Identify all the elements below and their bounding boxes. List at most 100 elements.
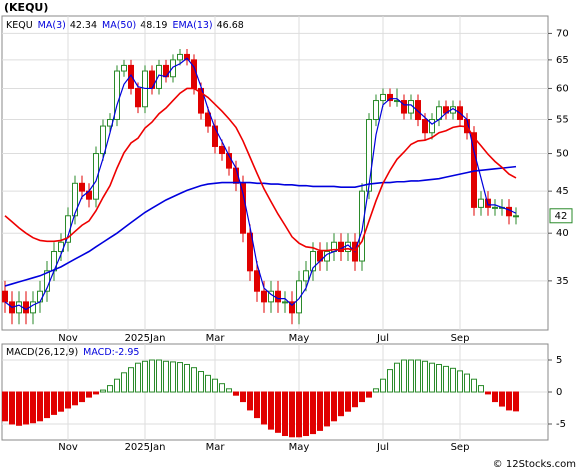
candle-body: [429, 119, 435, 134]
macd-bar: [492, 391, 498, 403]
macd-bar: [212, 378, 218, 393]
y-tick-label: 5: [556, 355, 562, 366]
candle-body: [478, 198, 484, 208]
x-tick-label: 2025Jan: [125, 333, 166, 344]
macd-bar: [170, 361, 176, 393]
candle-body: [114, 70, 120, 121]
macd-bar: [450, 367, 456, 393]
macd-bar: [366, 391, 372, 398]
macd-bar: [2, 391, 8, 422]
macd-bar: [9, 391, 15, 425]
x-tick-label: 2025Jan: [125, 442, 166, 453]
macd-bar: [65, 391, 71, 409]
candle-body: [184, 53, 190, 61]
macd-bar: [261, 391, 267, 425]
legend-value: 46.68: [217, 20, 244, 31]
candle-body: [121, 64, 127, 72]
macd-bar: [86, 391, 92, 398]
candle-body: [23, 301, 29, 314]
macd-bar: [380, 378, 386, 393]
macd-bar: [324, 391, 330, 427]
macd-bar: [485, 391, 491, 395]
macd-bar: [100, 389, 106, 393]
macd-bar: [128, 367, 134, 393]
candle-body: [72, 182, 78, 217]
macd-bar: [163, 360, 169, 393]
macd-bar: [422, 360, 428, 393]
x-tick-label: Jul: [376, 333, 389, 344]
macd-bar: [436, 363, 442, 393]
y-tick-label: 55: [556, 115, 569, 126]
candle-body: [359, 190, 365, 262]
macd-bar: [464, 373, 470, 393]
candle-body: [422, 119, 428, 134]
macd-bar: [499, 391, 505, 407]
y-tick-label: 65: [556, 55, 569, 66]
x-tick-label: Jul: [376, 442, 389, 453]
macd-bar: [254, 391, 260, 419]
candle-body: [492, 206, 498, 209]
macd-bar: [394, 362, 400, 393]
candle-body: [254, 270, 260, 292]
x-tick-label: Mar: [206, 442, 226, 453]
legend-value: 48.19: [140, 20, 167, 31]
candle-body: [296, 280, 302, 314]
symbol: KEQU: [6, 20, 33, 31]
x-tick-label: May: [289, 333, 310, 344]
candle-body: [156, 64, 162, 89]
macd-bar: [149, 359, 155, 393]
legend-name: EMA(13): [172, 20, 212, 31]
last-price: 42: [555, 211, 568, 222]
x-tick-label: Mar: [206, 333, 226, 344]
candle-body: [275, 290, 281, 303]
macd-bar: [408, 359, 414, 393]
y-tick-label: 40: [556, 228, 569, 239]
macd-bar: [16, 391, 22, 426]
macd-bar: [443, 365, 449, 393]
candle-body: [380, 93, 386, 102]
candle-body: [93, 153, 99, 200]
macd-bar: [387, 369, 393, 393]
macd-bar: [135, 362, 141, 393]
macd-bar: [58, 391, 64, 412]
macd-bar: [359, 391, 365, 403]
candle-body: [261, 290, 267, 303]
candle-body: [100, 125, 106, 155]
x-tick-label: Nov: [58, 333, 78, 344]
macd-value: -2.95: [115, 347, 140, 358]
legend: KEQU MA(3) 42.34 MA(50) 48.19 EMA(13) 46.68: [6, 20, 244, 31]
legend-name: MA(50): [102, 20, 136, 31]
x-tick-label: May: [289, 442, 310, 453]
macd-bar: [93, 391, 99, 395]
candle-body: [79, 182, 85, 192]
macd-bar: [37, 391, 43, 422]
candle-body: [135, 87, 141, 108]
macd-bar: [289, 391, 295, 438]
indicator-line: [4, 57, 517, 311]
candle-body: [401, 100, 407, 114]
macd-label: MACD:: [83, 347, 115, 358]
macd-bar: [373, 388, 379, 393]
y-tick-label: 70: [556, 28, 569, 39]
macd-bar: [177, 362, 183, 393]
candle-body: [212, 125, 218, 147]
macd-bar: [107, 385, 113, 393]
legend-value: 42.34: [70, 20, 97, 31]
candle-body: [310, 251, 316, 272]
candle-body: [303, 270, 309, 282]
candle-body: [219, 145, 225, 155]
macd-bar: [275, 391, 281, 433]
macd-bar: [51, 391, 57, 415]
indicator-line: [4, 165, 517, 287]
macd-title: MACD(26,12,9): [6, 347, 78, 358]
macd-bar: [184, 363, 190, 393]
macd-bar: [457, 370, 463, 393]
macd-bar: [352, 391, 358, 408]
y-tick-label: 45: [556, 186, 569, 197]
macd-bar: [401, 359, 407, 393]
macd-bar: [296, 391, 302, 438]
macd-bar: [30, 391, 36, 424]
macd-bar: [247, 391, 253, 411]
macd-bar: [317, 391, 323, 431]
